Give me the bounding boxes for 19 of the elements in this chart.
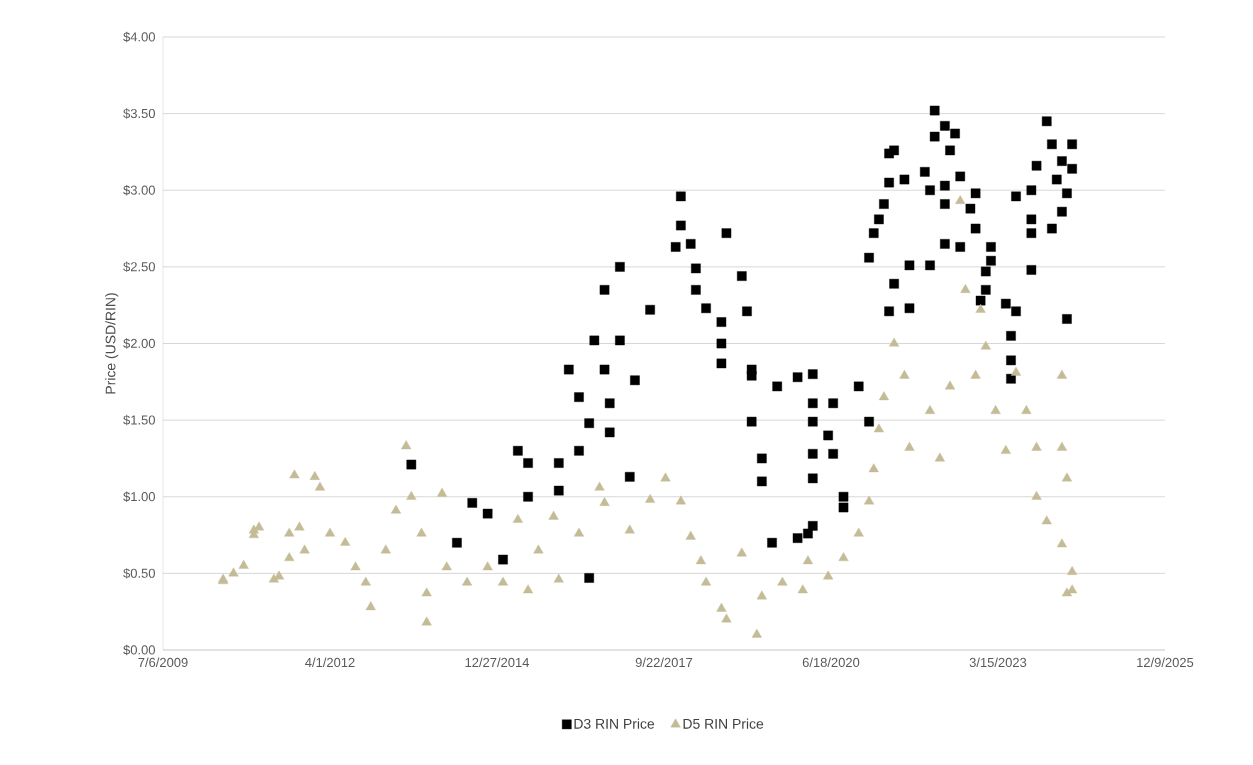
y-axis-title: Price (USD/RIN) [105,293,119,394]
legend-label: D5 RIN Price [683,718,764,729]
y-tick-label: $1.50 [123,414,155,426]
y-tick-label: $2.00 [123,338,155,349]
x-tick-label: 4/1/2012 [305,657,355,668]
y-tick-label: $0.50 [123,568,155,579]
x-tick-label: 12/9/2025 [1137,657,1194,668]
x-tick-label: 12/27/2014 [465,657,530,668]
x-tick-label: 7/6/2009 [138,657,188,668]
x-tick-label: 3/15/2023 [969,657,1027,668]
y-tick-label: $3.00 [123,185,155,196]
y-tick-label: $1.00 [123,491,155,502]
y-tick-label: $3.50 [123,108,155,119]
y-tick-label: $4.00 [123,31,155,43]
x-tick-label: 6/18/2020 [802,657,860,668]
legend-label: D3 RIN Price [574,718,655,729]
y-tick-label: $2.50 [123,261,155,273]
y-tick-label: $0.00 [123,644,155,656]
x-tick-label: 9/22/2017 [635,657,693,668]
